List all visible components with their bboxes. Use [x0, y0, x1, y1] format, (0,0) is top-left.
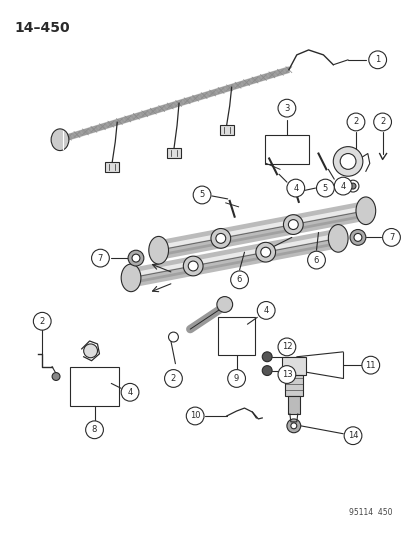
- Circle shape: [316, 179, 333, 197]
- Circle shape: [128, 250, 143, 266]
- Circle shape: [215, 233, 225, 244]
- FancyBboxPatch shape: [167, 148, 180, 158]
- Circle shape: [183, 256, 202, 276]
- Text: 6: 6: [236, 276, 242, 284]
- FancyBboxPatch shape: [284, 375, 302, 396]
- Ellipse shape: [148, 237, 168, 264]
- Circle shape: [349, 183, 355, 189]
- Circle shape: [286, 179, 304, 197]
- Circle shape: [227, 369, 245, 387]
- Text: 1: 1: [374, 55, 380, 64]
- Circle shape: [132, 254, 140, 262]
- Circle shape: [33, 312, 51, 330]
- Circle shape: [85, 421, 103, 439]
- Text: 2: 2: [352, 117, 358, 126]
- Circle shape: [260, 247, 270, 257]
- Circle shape: [91, 249, 109, 267]
- Text: 7: 7: [97, 254, 103, 263]
- FancyBboxPatch shape: [70, 367, 119, 406]
- Circle shape: [121, 383, 139, 401]
- Text: 7: 7: [388, 233, 393, 242]
- Text: 12: 12: [281, 342, 292, 351]
- Text: 95114  450: 95114 450: [348, 507, 392, 516]
- Circle shape: [261, 366, 271, 376]
- FancyBboxPatch shape: [217, 317, 255, 355]
- FancyBboxPatch shape: [265, 135, 308, 164]
- Text: 14–450: 14–450: [14, 21, 70, 35]
- Circle shape: [83, 344, 97, 358]
- Circle shape: [361, 356, 379, 374]
- Text: 4: 4: [127, 388, 132, 397]
- Circle shape: [257, 302, 274, 319]
- Circle shape: [332, 147, 362, 176]
- Text: 8: 8: [92, 425, 97, 434]
- Text: 2: 2: [171, 374, 176, 383]
- Circle shape: [333, 177, 351, 195]
- Text: 3: 3: [284, 103, 289, 112]
- Circle shape: [368, 51, 386, 69]
- Text: 2: 2: [379, 117, 385, 126]
- Circle shape: [52, 373, 60, 381]
- Text: 5: 5: [199, 190, 204, 199]
- Ellipse shape: [328, 224, 347, 252]
- FancyBboxPatch shape: [219, 125, 233, 134]
- Text: 4: 4: [340, 182, 345, 191]
- Ellipse shape: [121, 264, 140, 292]
- Circle shape: [290, 423, 296, 429]
- Circle shape: [164, 369, 182, 387]
- FancyBboxPatch shape: [281, 357, 305, 375]
- Text: 13: 13: [281, 370, 292, 379]
- Circle shape: [216, 296, 232, 312]
- Circle shape: [278, 338, 295, 356]
- Circle shape: [346, 113, 364, 131]
- Text: 10: 10: [190, 411, 200, 421]
- Circle shape: [255, 243, 275, 262]
- Circle shape: [283, 215, 302, 235]
- Text: 4: 4: [263, 306, 268, 315]
- Circle shape: [339, 154, 355, 169]
- Circle shape: [230, 271, 248, 289]
- Circle shape: [193, 186, 211, 204]
- Circle shape: [346, 180, 358, 192]
- Text: 2: 2: [40, 317, 45, 326]
- Circle shape: [307, 251, 325, 269]
- Text: 11: 11: [365, 361, 375, 370]
- Circle shape: [278, 366, 295, 383]
- Text: 4: 4: [292, 183, 298, 192]
- Circle shape: [261, 352, 271, 362]
- FancyBboxPatch shape: [105, 161, 119, 172]
- Circle shape: [288, 220, 297, 230]
- Circle shape: [353, 233, 361, 241]
- Circle shape: [211, 229, 230, 248]
- Circle shape: [343, 427, 361, 445]
- Circle shape: [373, 113, 391, 131]
- Ellipse shape: [355, 197, 375, 224]
- Circle shape: [278, 99, 295, 117]
- FancyBboxPatch shape: [287, 396, 299, 414]
- Circle shape: [186, 407, 204, 425]
- Circle shape: [382, 229, 399, 246]
- Ellipse shape: [51, 129, 69, 151]
- Text: 6: 6: [313, 256, 318, 264]
- Text: 5: 5: [322, 183, 327, 192]
- Circle shape: [349, 230, 365, 245]
- Text: 9: 9: [233, 374, 239, 383]
- Text: 14: 14: [347, 431, 357, 440]
- Circle shape: [168, 332, 178, 342]
- Circle shape: [188, 261, 198, 271]
- Circle shape: [286, 419, 300, 433]
